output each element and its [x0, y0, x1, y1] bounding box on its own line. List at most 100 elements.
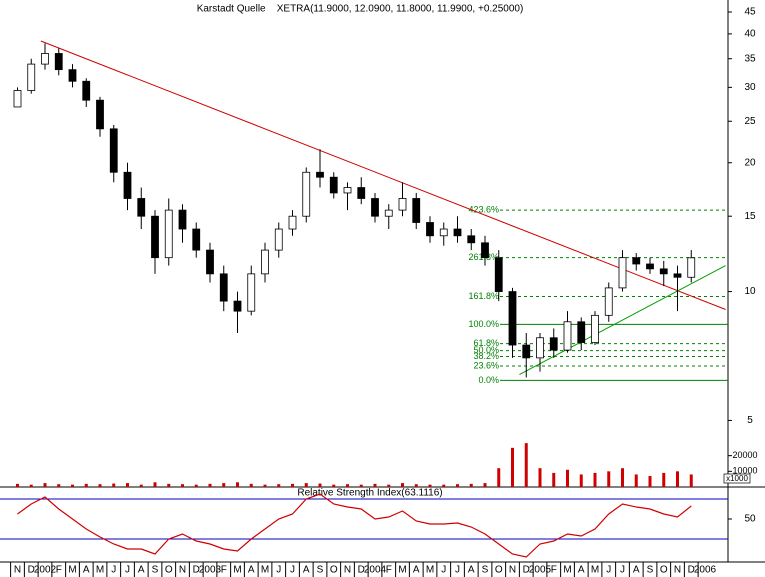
- x-tick-label: J: [455, 565, 460, 576]
- fib-label: 423.6%: [468, 204, 499, 214]
- x-tick-label: M: [233, 565, 241, 576]
- x-tick-label: S: [317, 565, 324, 576]
- volume-bar: [277, 484, 281, 487]
- candle-body: [618, 257, 627, 289]
- x-tick-label: A: [633, 565, 640, 576]
- candle-body: [384, 209, 393, 217]
- candle-body: [604, 287, 613, 316]
- volume-bar: [318, 483, 322, 487]
- candle-body: [398, 198, 407, 211]
- candle-body: [453, 228, 462, 237]
- rsi-title: Relative Strength Index(63.1116): [297, 488, 442, 499]
- candle-body: [412, 198, 421, 223]
- candle-body: [151, 215, 159, 259]
- y-tick-label: 20: [744, 157, 756, 168]
- volume-bar: [607, 471, 611, 487]
- volume-tick-label: 20000: [732, 450, 757, 460]
- y-tick-label: 25: [744, 116, 756, 127]
- x-tick-label: F: [386, 565, 392, 576]
- candle-body: [316, 171, 324, 178]
- trendline: [40, 40, 726, 310]
- fib-label: 161.8%: [468, 291, 499, 301]
- x-tick-label: 2006: [694, 565, 717, 576]
- x-tick-label: D: [28, 565, 35, 576]
- x-tick-label: M: [398, 565, 406, 576]
- x-tick-label: M: [68, 565, 76, 576]
- volume-bar: [236, 482, 239, 487]
- x-tick-label: D: [193, 565, 200, 576]
- candle-body: [646, 263, 654, 270]
- y-tick-label: 35: [744, 53, 756, 64]
- x-tick-label: M: [426, 565, 434, 576]
- x-tick-label: J: [620, 565, 625, 576]
- candle-body: [371, 198, 379, 217]
- candle-body: [68, 69, 77, 82]
- x-tick-label: D: [688, 565, 695, 576]
- x-tick-label: F: [551, 565, 557, 576]
- volume-bar: [126, 483, 129, 487]
- volume-unit: x1000: [726, 474, 748, 483]
- x-tick-label: D: [358, 565, 365, 576]
- candle-body: [288, 215, 297, 230]
- x-tick-label: J: [606, 565, 611, 576]
- volume-bar: [43, 483, 47, 487]
- volume-bar: [153, 482, 157, 487]
- x-tick-label: N: [509, 565, 516, 576]
- candle-body: [192, 228, 201, 251]
- x-tick-label: F: [56, 565, 62, 576]
- x-tick-label: A: [413, 565, 420, 576]
- candle-body: [494, 257, 503, 292]
- volume-bar: [249, 483, 253, 487]
- fib-label: 38.2%: [473, 351, 499, 361]
- volume-bar: [689, 474, 693, 487]
- x-tick-label: A: [303, 565, 310, 576]
- candle-body: [343, 187, 352, 194]
- candle-body: [439, 228, 448, 237]
- candle-body: [27, 63, 36, 91]
- x-tick-label: S: [647, 565, 654, 576]
- volume-bar: [524, 443, 528, 487]
- candle-body: [357, 187, 366, 199]
- candle-body: [508, 291, 517, 346]
- volume-bar: [57, 484, 61, 487]
- volume-bar: [579, 474, 583, 487]
- x-tick-label: O: [330, 565, 338, 576]
- volume-bar: [194, 484, 198, 487]
- fib-label: 0.0%: [478, 375, 499, 385]
- volume-bar: [304, 483, 308, 487]
- fib-label: 50.0%: [473, 345, 499, 355]
- candle-body: [591, 314, 599, 343]
- volume-bar: [84, 483, 88, 487]
- volume-bar: [291, 483, 294, 487]
- chart-title: Karstadt Quelle XETRA(11.9000, 12.0900, …: [197, 4, 524, 15]
- x-tick-label: N: [674, 565, 681, 576]
- fib-label: 100.0%: [468, 319, 499, 329]
- x-tick-label: A: [578, 565, 585, 576]
- x-tick-label: M: [96, 565, 104, 576]
- x-tick-label: N: [179, 565, 186, 576]
- x-tick-label: 2005: [529, 565, 552, 576]
- x-tick-label: J: [290, 565, 295, 576]
- volume-bar: [634, 474, 638, 487]
- x-tick-label: J: [276, 565, 281, 576]
- y-tick-label: 15: [744, 211, 756, 222]
- volume-bar: [181, 484, 184, 487]
- volume-bar: [428, 484, 432, 487]
- candle-body: [54, 53, 63, 71]
- x-tick-label: 2004: [364, 565, 387, 576]
- y-tick-label: 5: [747, 415, 753, 426]
- volume-bar: [676, 471, 679, 487]
- unit-box: [723, 473, 751, 484]
- rsi-line: [17, 493, 692, 558]
- x-tick-label: M: [563, 565, 571, 576]
- candle-body: [659, 268, 668, 275]
- candle-body: [577, 321, 586, 343]
- volume-bar: [387, 484, 391, 487]
- y-tick-label: 30: [744, 82, 756, 93]
- volume-bar: [359, 484, 363, 487]
- x-tick-label: A: [468, 565, 475, 576]
- volume-bar: [497, 468, 501, 487]
- candle-body: [164, 209, 173, 259]
